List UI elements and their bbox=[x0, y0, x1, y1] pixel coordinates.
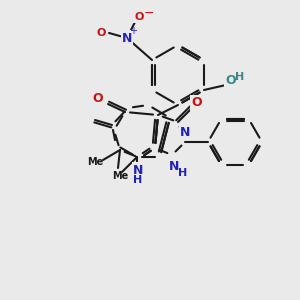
Text: N: N bbox=[122, 32, 132, 44]
Text: Me: Me bbox=[87, 157, 103, 167]
Text: N: N bbox=[169, 160, 179, 173]
Text: N: N bbox=[133, 164, 143, 176]
Text: H: H bbox=[178, 168, 188, 178]
Text: H: H bbox=[236, 72, 244, 82]
Text: O: O bbox=[226, 74, 236, 86]
Text: H: H bbox=[134, 175, 142, 185]
Text: O: O bbox=[93, 92, 103, 106]
Text: O: O bbox=[96, 28, 106, 38]
Text: O: O bbox=[192, 97, 202, 110]
Text: N: N bbox=[180, 125, 190, 139]
Text: −: − bbox=[144, 7, 154, 20]
Text: Me: Me bbox=[112, 171, 128, 181]
Text: O: O bbox=[134, 12, 144, 22]
Text: +: + bbox=[129, 26, 137, 36]
